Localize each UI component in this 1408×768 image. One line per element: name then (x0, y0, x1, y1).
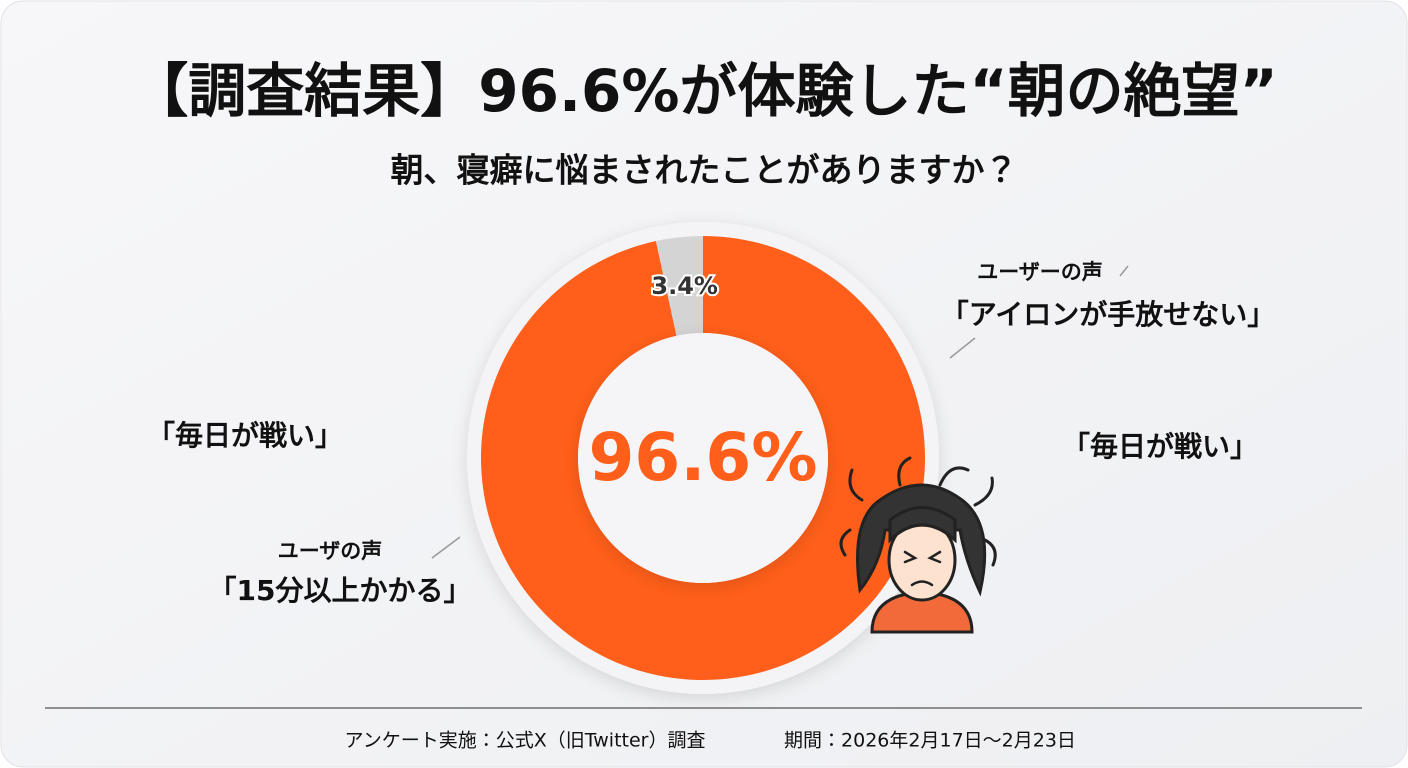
callout-line (1119, 265, 1129, 277)
footer-text: アンケート実施：公式X（旧Twitter）調査 (345, 730, 706, 752)
center-value-label: 96.6% (589, 419, 818, 496)
annotation: 「毎日が戦い」 (1062, 430, 1258, 463)
annotation: 「毎日が戦い」 (147, 419, 343, 452)
donut-hole (578, 333, 828, 583)
chart-subtitle: 朝、寝癖に悩まされたことがありますか？ (391, 151, 1018, 190)
callout-line (949, 337, 976, 359)
callout-line (431, 536, 461, 559)
value-label: 3.4% (651, 272, 718, 300)
footer-text: 期間：2026年2月17日〜2月23日 (784, 730, 1076, 752)
annotation: ユーザーの声 (977, 260, 1103, 284)
annotation: ユーザの声 (278, 539, 383, 563)
slices (480, 236, 925, 681)
annotation: 「15分以上かかる」 (209, 574, 472, 607)
slice (655, 236, 703, 336)
annotation: 「アイロンが手放せない」 (941, 298, 1276, 331)
slice (480, 236, 925, 681)
chart-title: 【調査結果】96.6%が体験した“朝の絶望” (130, 57, 1277, 125)
illustration (839, 456, 997, 634)
